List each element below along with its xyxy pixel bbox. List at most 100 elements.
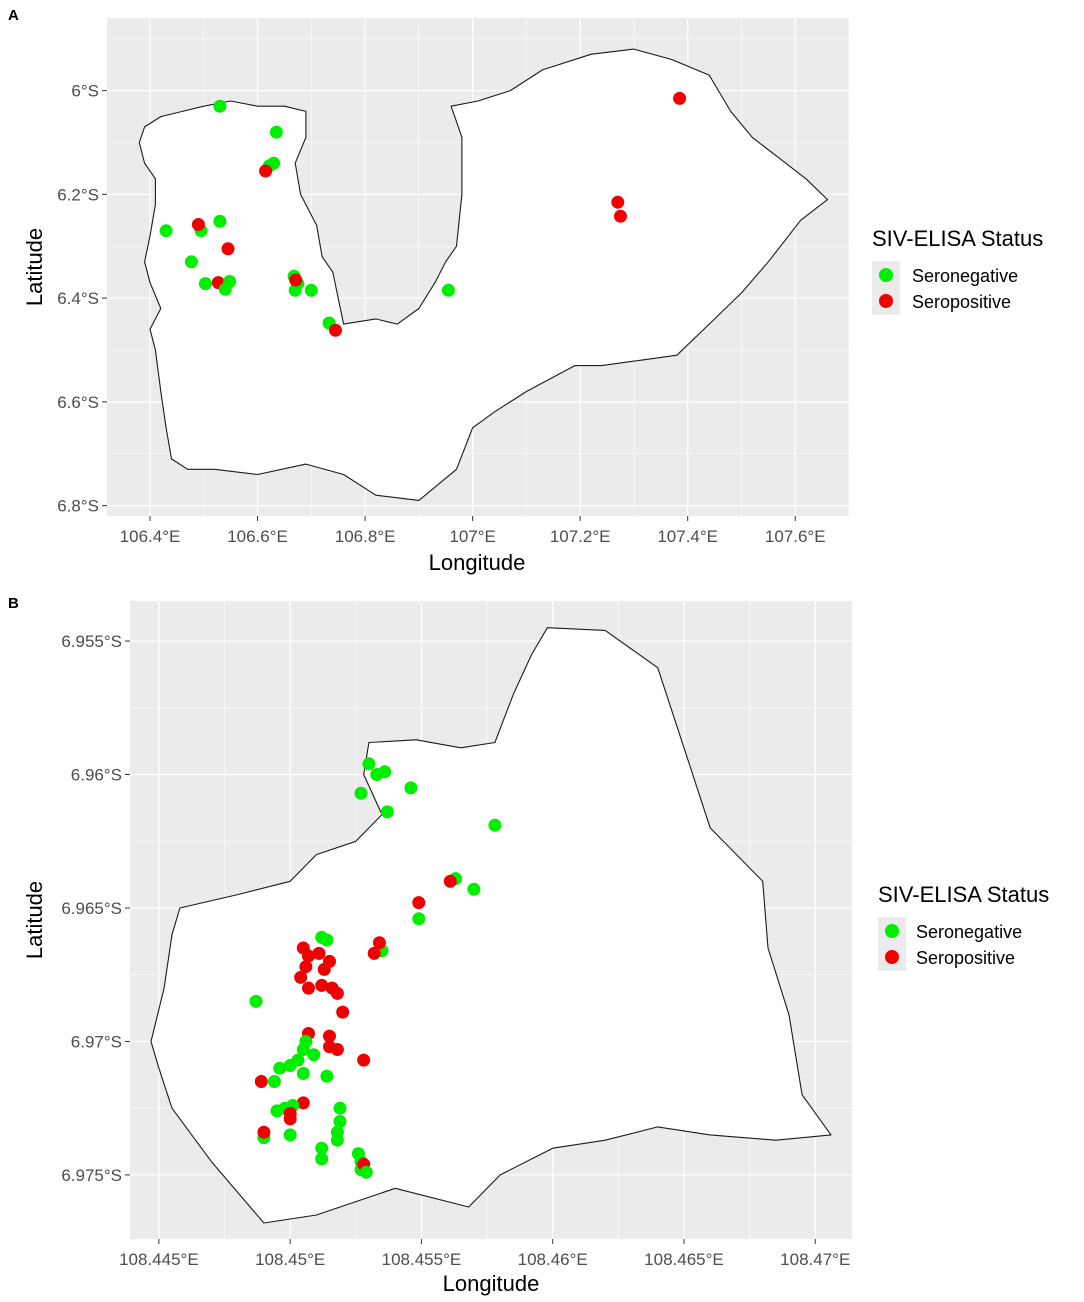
sample-point-seronegative — [354, 786, 368, 800]
sample-point-seropositive — [412, 896, 426, 910]
sample-point-seronegative — [283, 1059, 297, 1072]
panel-a-tag: A — [8, 7, 19, 24]
sample-point-seronegative — [283, 1128, 297, 1142]
x-tick-label: 106.6°E — [227, 527, 288, 546]
sample-point-seronegative — [249, 994, 263, 1008]
sample-point-seronegative — [307, 1048, 321, 1062]
panel-b-tag: B — [8, 595, 19, 612]
sample-point-seropositive — [336, 1005, 350, 1019]
sample-point-seronegative — [412, 912, 426, 926]
sample-point-seronegative — [488, 818, 502, 832]
y-tick-label: 6.97°S — [71, 1032, 122, 1051]
sample-point-seropositive — [323, 1029, 336, 1043]
x-tick-label: 106.8°E — [335, 527, 396, 546]
sample-point-seropositive — [330, 1043, 344, 1056]
y-tick-label: 6.96°S — [71, 766, 122, 785]
sample-point-seronegative — [330, 1133, 344, 1147]
panel-b-legend-seropositive-label: Seropositive — [916, 948, 1015, 968]
x-tick-label: 107.6°E — [765, 527, 826, 546]
x-tick-label: 108.445°E — [119, 1250, 199, 1269]
panel-a-y-axis-title: Latitude — [22, 228, 47, 306]
sample-point-seropositive — [257, 1125, 271, 1139]
panel-b-y-ticks: 6.955°S 6.96°S 6.965°S 6.97°S 6.975°S — [61, 632, 130, 1185]
panel-a-legend: SIV-ELISA Status Seronegative Seropositi… — [872, 226, 1043, 315]
sample-point-seronegative — [320, 1069, 334, 1083]
sample-point-seropositive — [299, 960, 313, 974]
sample-point-seropositive — [294, 970, 308, 984]
sample-point-seropositive — [254, 1075, 268, 1088]
sample-point-seronegative — [441, 283, 455, 297]
sample-point-seronegative — [315, 1141, 329, 1155]
sample-point-seronegative — [223, 275, 237, 288]
panel-b-legend: SIV-ELISA Status Seronegative Seropositi… — [878, 882, 1049, 971]
sample-point-seronegative — [315, 1152, 329, 1166]
x-tick-label: 106.4°E — [120, 527, 181, 546]
sample-point-seronegative — [198, 277, 212, 291]
y-tick-label: 6.2°S — [57, 185, 99, 204]
sample-point-seropositive — [259, 164, 273, 178]
sample-point-seronegative — [296, 1043, 310, 1056]
x-tick-label: 108.47°E — [780, 1250, 850, 1269]
panel-b: B 108.445°E 108.45°E 108.455°E 108.46°E 108.… — [8, 595, 1049, 1296]
sample-point-seronegative — [304, 283, 318, 297]
sample-point-seropositive — [614, 209, 627, 223]
y-tick-label: 6.4°S — [57, 289, 99, 308]
y-tick-label: 6.6°S — [57, 393, 99, 412]
sample-point-seropositive — [289, 273, 303, 287]
x-tick-label: 107°E — [449, 527, 496, 546]
sample-point-seronegative — [362, 757, 376, 771]
sample-point-seropositive — [302, 949, 315, 963]
panel-a: A 106.4°E 106.6°E 106.8°E 107°E 107.2°E 107.4… — [8, 7, 1043, 575]
panel-b-legend-seronegative-key — [885, 924, 899, 938]
x-tick-label: 108.455°E — [382, 1250, 462, 1269]
sample-point-seronegative — [267, 1075, 281, 1088]
sample-point-seronegative — [184, 255, 198, 269]
sample-point-seronegative — [359, 1165, 373, 1179]
sample-point-seronegative — [333, 1101, 347, 1115]
sample-point-seropositive — [367, 946, 381, 960]
panel-b-y-axis-title: Latitude — [22, 881, 47, 959]
sample-point-seropositive — [191, 218, 205, 231]
sample-point-seronegative — [288, 283, 302, 297]
panel-b-legend-seropositive-key — [885, 950, 899, 964]
x-tick-label: 107.4°E — [657, 527, 718, 546]
y-tick-label: 6.955°S — [61, 632, 122, 651]
sample-point-seropositive — [221, 242, 235, 256]
panel-b-x-axis-title: Longitude — [443, 1271, 540, 1296]
sample-point-seronegative — [467, 882, 481, 896]
sample-point-seronegative — [296, 1067, 310, 1080]
panel-a-x-ticks: 106.4°E 106.6°E 106.8°E 107°E 107.2°E 107.4°E… — [120, 516, 826, 546]
panel-a-y-ticks: 6°S 6.2°S 6.4°S 6.6°S 6.8°S — [57, 82, 107, 516]
sample-point-seronegative — [269, 125, 283, 139]
sample-point-seropositive — [673, 91, 687, 105]
panel-a-legend-seronegative-label: Seronegative — [912, 266, 1018, 286]
sample-point-seronegative — [270, 1104, 284, 1118]
panel-a-legend-seropositive-label: Seropositive — [912, 292, 1011, 312]
sample-point-seronegative — [320, 933, 334, 947]
panel-a-points — [159, 91, 687, 337]
panel-b-legend-seronegative-label: Seronegative — [916, 922, 1022, 942]
panel-b-x-ticks: 108.445°E 108.45°E 108.455°E 108.46°E 108.46… — [119, 1239, 850, 1269]
sample-point-seronegative — [159, 224, 173, 238]
panel-a-x-axis-title: Longitude — [429, 550, 526, 575]
sample-point-seropositive — [302, 981, 315, 995]
sample-point-seropositive — [315, 978, 329, 992]
panel-a-legend-seropositive-key — [879, 294, 893, 308]
sample-point-seropositive — [443, 874, 457, 888]
x-tick-label: 107.2°E — [550, 527, 611, 546]
sample-point-seronegative — [404, 781, 418, 795]
x-tick-label: 108.465°E — [644, 1250, 724, 1269]
panel-a-legend-seronegative-key — [879, 268, 893, 282]
sample-point-seronegative — [378, 765, 392, 779]
sample-point-seropositive — [296, 1096, 310, 1110]
sample-point-seronegative — [380, 805, 394, 819]
sample-point-seropositive — [357, 1053, 371, 1067]
y-tick-label: 6.965°S — [61, 899, 122, 918]
y-tick-label: 6°S — [71, 82, 99, 101]
panel-a-legend-title: SIV-ELISA Status — [872, 226, 1043, 251]
y-tick-label: 6.975°S — [61, 1166, 122, 1185]
sample-point-seronegative — [213, 214, 227, 228]
sample-point-seropositive — [317, 962, 331, 976]
sample-point-seropositive — [330, 986, 344, 1000]
